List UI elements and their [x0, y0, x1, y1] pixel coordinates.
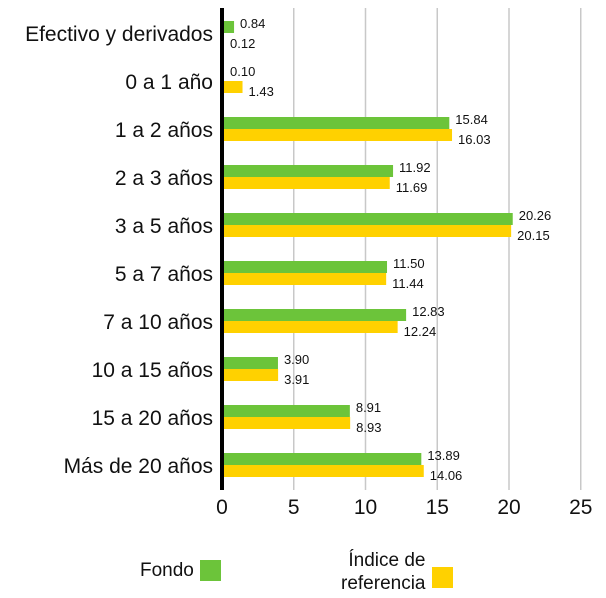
data-label-fondo: 0.10	[230, 64, 255, 79]
data-label-indice: 8.93	[356, 420, 381, 435]
data-label-indice: 3.91	[284, 372, 309, 387]
data-label-fondo: 15.84	[455, 112, 488, 127]
category-label: 2 a 3 años	[115, 167, 213, 190]
data-label-fondo: 3.90	[284, 352, 309, 367]
bar-fondo	[223, 309, 407, 321]
x-tick-label: 25	[569, 496, 592, 519]
bar-fondo	[223, 357, 278, 369]
legend-swatch-fondo	[199, 560, 221, 581]
legend-item-fondo: Fondo	[140, 559, 221, 582]
bars	[223, 21, 513, 477]
x-tick-label: 5	[288, 496, 300, 519]
legend-label-indice: Índice de referencia	[341, 549, 426, 595]
category-label: 10 a 15 años	[92, 359, 213, 382]
x-tick-label: 10	[354, 496, 377, 519]
x-tick-labels: 0 5 10 15 20 25	[216, 496, 592, 519]
x-tick-label: 0	[216, 496, 228, 519]
data-label-fondo: 11.50	[393, 256, 425, 271]
category-label: 7 a 10 años	[103, 311, 213, 334]
data-label-fondo: 0.84	[240, 16, 265, 31]
legend-item-indice: Índice de referencia	[341, 549, 453, 595]
bar-fondo	[223, 405, 350, 417]
bar-fondo	[223, 21, 235, 33]
bar-fondo	[223, 261, 388, 273]
x-tick-label: 15	[426, 496, 449, 519]
bar-indice	[223, 273, 387, 285]
data-label-indice: 1.43	[249, 84, 274, 99]
category-label: 1 a 2 años	[115, 119, 213, 142]
bar-indice	[223, 129, 453, 141]
data-label-fondo: 11.92	[399, 160, 431, 175]
bar-fondo	[223, 453, 422, 465]
category-label: 3 a 5 años	[115, 215, 213, 238]
data-label-indice: 20.15	[517, 228, 550, 243]
data-label-indice: 14.06	[430, 468, 463, 483]
bar-indice	[223, 321, 398, 333]
category-label: Más de 20 años	[64, 455, 213, 478]
data-label-fondo: 12.83	[412, 304, 445, 319]
category-label: 5 a 7 años	[115, 263, 213, 286]
legend: Fondo Índice de referencia	[0, 545, 606, 598]
data-label-fondo: 20.26	[519, 208, 552, 223]
bar-fondo	[223, 117, 450, 129]
legend-label-fondo: Fondo	[140, 560, 194, 581]
data-label-indice: 0.12	[230, 36, 255, 51]
legend-label-indice-line1: Índice de	[348, 550, 426, 571]
data-label-indice: 16.03	[458, 132, 491, 147]
category-label: 0 a 1 año	[125, 71, 213, 94]
x-tick-label: 20	[497, 496, 520, 519]
legend-swatch-indice	[431, 566, 453, 588]
category-label: Efectivo y derivados	[25, 23, 213, 46]
category-labels: Efectivo y derivados 0 a 1 año 1 a 2 años 2…	[25, 23, 213, 478]
bar-chart: 0.84 0.12 0.10 1.43 15.84 16.03 11.92 11.69 20.2…	[25, 8, 592, 519]
bar-indice	[223, 369, 279, 381]
data-labels: 0.84 0.12 0.10 1.43 15.84 16.03 11.92 11.69 20.2…	[230, 16, 551, 483]
bar-indice	[223, 225, 512, 237]
bar-fondo	[223, 165, 394, 177]
bar-indice	[223, 177, 390, 189]
data-label-fondo: 8.91	[356, 400, 381, 415]
legend-label-indice-line2: referencia	[341, 573, 426, 594]
data-label-fondo: 13.89	[427, 448, 460, 463]
data-label-indice: 11.44	[392, 276, 424, 291]
data-label-indice: 11.69	[396, 180, 428, 195]
bar-indice	[223, 417, 351, 429]
data-label-indice: 12.24	[404, 324, 437, 339]
bar-indice	[223, 465, 424, 477]
bar-indice	[223, 81, 243, 93]
category-label: 15 a 20 años	[92, 407, 213, 430]
bar-fondo	[223, 213, 513, 225]
